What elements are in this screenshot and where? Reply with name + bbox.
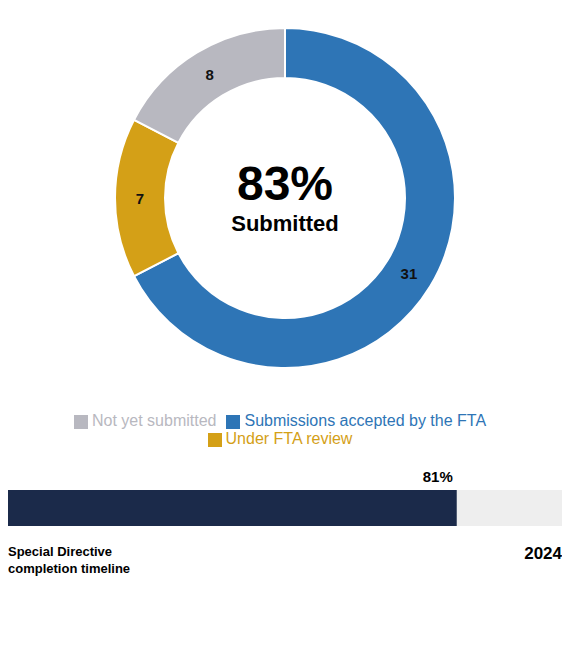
html-text:Not yet submitted: Not yet submitted (92, 412, 217, 429)
html-text:2024: 2024 (524, 544, 562, 563)
svg-text:31: 31 (401, 265, 418, 282)
svg-text:8: 8 (205, 66, 213, 83)
svg-text:81%: 81% (423, 468, 453, 485)
html-text:Special Directive completion t: Special Directive completion timeline (8, 544, 131, 576)
svg-text:7: 7 (136, 190, 144, 207)
html-text:Under FTA review: Under FTA review (225, 430, 353, 447)
html-text:Submitted: Submitted (231, 211, 339, 237)
html-text:Submissions accepted by the FT: Submissions accepted by the FTA (244, 412, 486, 429)
html-text:83%: 83% (237, 157, 333, 211)
